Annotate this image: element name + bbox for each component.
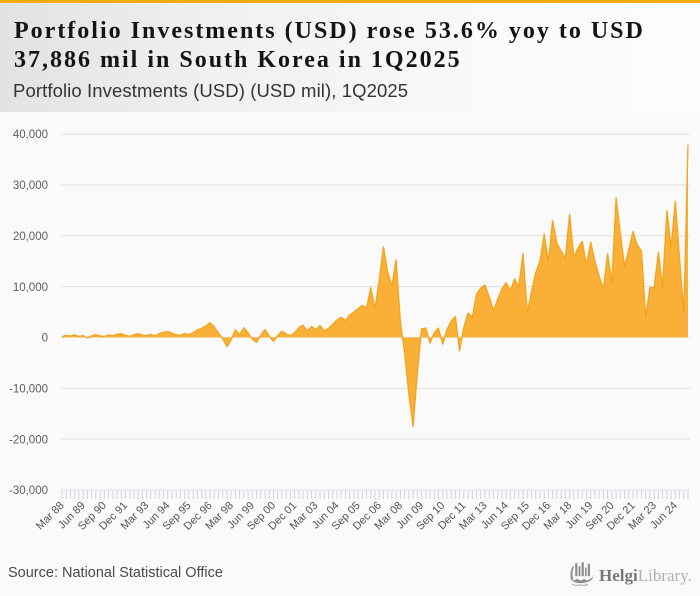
svg-text:0: 0: [42, 333, 48, 345]
svg-text:HelgiLibrary.: HelgiLibrary.: [599, 566, 692, 585]
svg-text:-20,000: -20,000: [9, 434, 48, 446]
svg-text:40,000: 40,000: [13, 129, 48, 141]
svg-text:-10,000: -10,000: [9, 384, 48, 396]
svg-text:10,000: 10,000: [13, 282, 48, 294]
svg-text:20,000: 20,000: [13, 231, 48, 243]
svg-text:-30,000: -30,000: [9, 485, 48, 497]
svg-text:30,000: 30,000: [13, 180, 48, 192]
